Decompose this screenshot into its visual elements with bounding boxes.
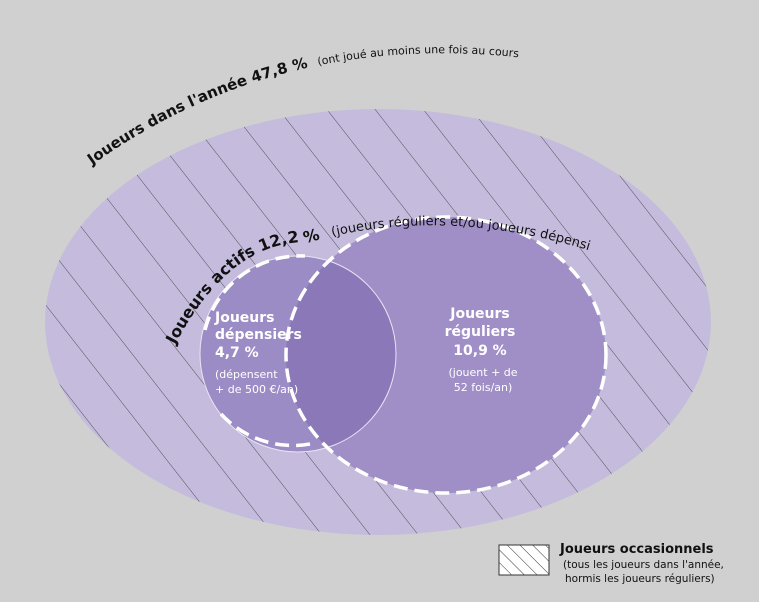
hatch-swatch-icon bbox=[498, 544, 550, 576]
overlap-region bbox=[286, 256, 396, 452]
legend-title: Joueurs occasionnels bbox=[559, 542, 714, 557]
spender-name-line2: dépensiers bbox=[215, 327, 302, 343]
legend-line1: (tous les joueurs dans l'année, bbox=[563, 559, 724, 571]
spender-dashed-border-top bbox=[203, 254, 306, 331]
regular-label: Joueurs réguliers 10,9 % (jouent + de 52… bbox=[445, 306, 518, 394]
spender-name-line1: Joueurs bbox=[214, 310, 275, 326]
regular-note-line2: 52 fois/an) bbox=[454, 381, 513, 394]
legend-line2: hormis les joueurs réguliers) bbox=[565, 573, 715, 585]
regular-note-line1: (jouent + de bbox=[448, 366, 517, 379]
spender-label: Joueurs dépensiers 4,7 % (dépensent + de… bbox=[214, 310, 302, 396]
spender-note-line2: + de 500 €/an) bbox=[215, 383, 298, 396]
regular-name-line2: réguliers bbox=[445, 324, 516, 340]
spender-value: 4,7 % bbox=[215, 345, 259, 361]
regular-value: 10,9 % bbox=[453, 343, 506, 359]
spender-note-line1: (dépensent bbox=[215, 368, 278, 381]
spender-dashed-border-bottom bbox=[219, 412, 311, 448]
regular-name-line1: Joueurs bbox=[449, 306, 510, 322]
regular-dashed-border bbox=[284, 215, 608, 495]
legend: Joueurs occasionnels (tous les joueurs d… bbox=[498, 542, 724, 585]
